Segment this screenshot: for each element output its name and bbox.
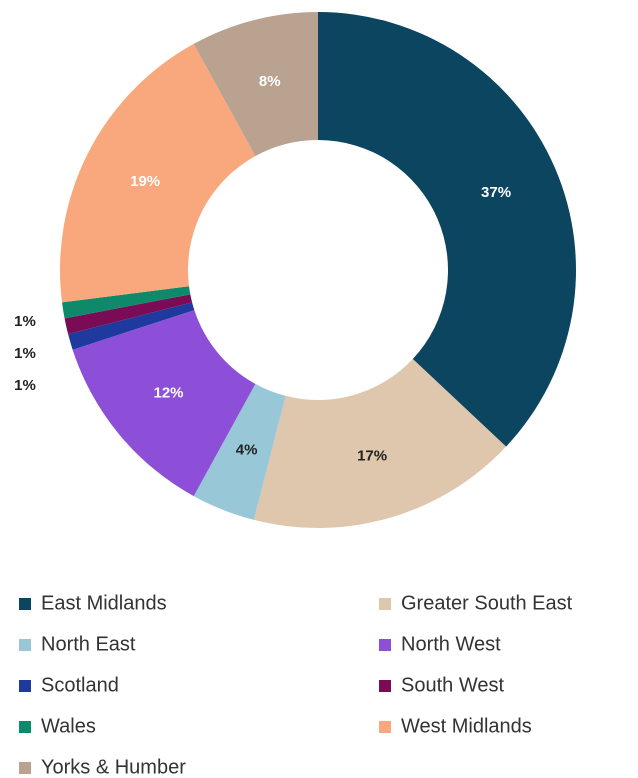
legend-swatch (379, 639, 391, 651)
legend-label: North East (41, 633, 136, 655)
data-label: 1% (14, 377, 36, 394)
legend-swatch (19, 762, 31, 774)
donut-slice (318, 12, 576, 447)
legend-label: North West (401, 633, 501, 655)
data-label: 8% (259, 73, 281, 90)
donut-slice (72, 310, 256, 497)
legend-label: West Midlands (401, 715, 532, 737)
data-label: 1% (14, 313, 36, 330)
data-label: 37% (481, 184, 511, 201)
legend-swatch (19, 680, 31, 692)
legend-swatch (379, 721, 391, 733)
legend-swatch (19, 598, 31, 610)
donut-slice (59, 43, 256, 303)
legend-swatch (379, 598, 391, 610)
donut-slice (62, 286, 191, 319)
data-label: 1% (14, 345, 36, 362)
donut-slice (193, 12, 318, 157)
legend-label: South West (401, 674, 504, 696)
data-label: 4% (236, 441, 258, 458)
data-label: 17% (357, 447, 387, 464)
legend-label: Yorks & Humber (41, 756, 186, 778)
legend-swatch (19, 639, 31, 651)
donut-slice (193, 383, 286, 520)
legend-swatch (379, 680, 391, 692)
donut-slice (253, 358, 507, 528)
donut-slice (64, 294, 193, 335)
legend-label: Greater South East (401, 592, 573, 614)
data-label: 19% (130, 173, 160, 190)
data-label: 12% (154, 385, 184, 402)
legend-swatch (19, 721, 31, 733)
legend-label: East Midlands (41, 592, 167, 614)
legend-label: Wales (41, 715, 96, 737)
legend-label: Scotland (41, 674, 119, 696)
donut-slice (68, 302, 195, 350)
